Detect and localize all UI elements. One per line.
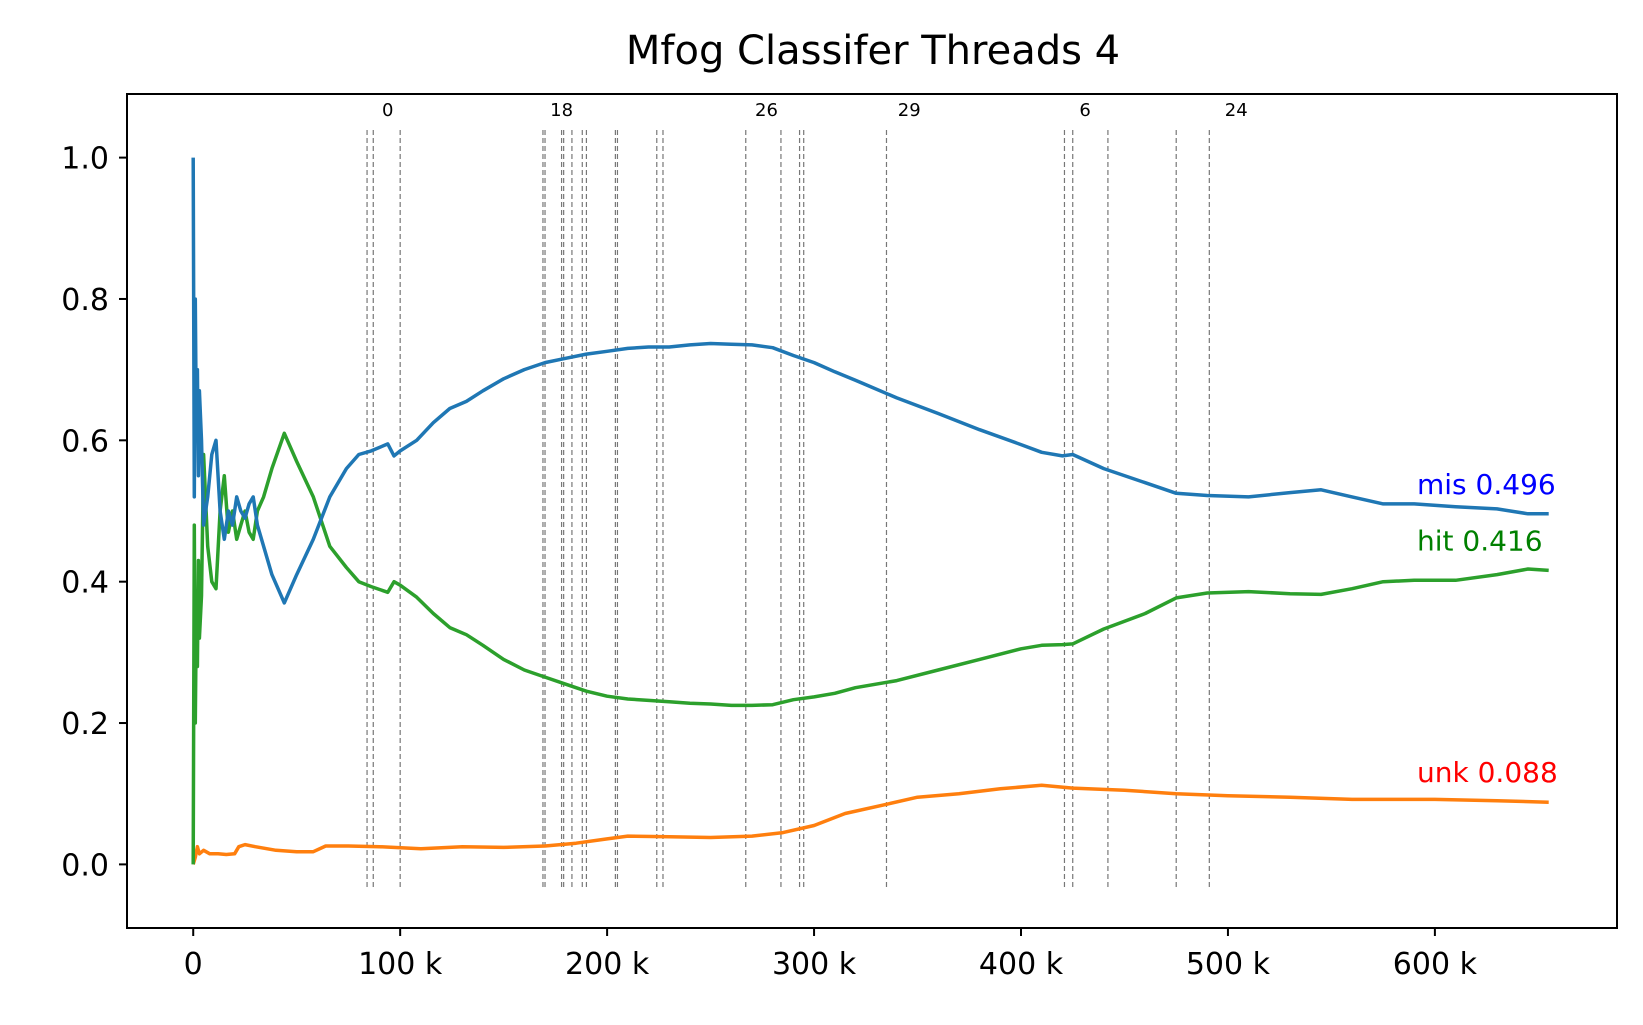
series-line-unk	[191, 783, 1549, 865]
drift-label: 24	[1225, 100, 1248, 121]
chart-title: Mfog Classifer Threads 4	[626, 28, 1120, 74]
y-tick-label: 0.2	[61, 707, 109, 742]
drift-label: 18	[550, 100, 573, 121]
drift-label: 6	[1079, 100, 1090, 121]
series-end-label-mis: mis 0.496	[1417, 468, 1556, 501]
series-lines	[191, 157, 1549, 865]
x-tick-label: 200 k	[565, 947, 650, 982]
series-end-labels: mis 0.496 hit 0.416 unk 0.088	[1417, 468, 1558, 789]
y-tick-label: 0.6	[61, 424, 109, 459]
x-tick-label: 600 k	[1393, 947, 1478, 982]
series-end-label-hit: hit 0.416	[1417, 524, 1543, 557]
series-end-label-unk: unk 0.088	[1417, 756, 1558, 789]
y-tick-label: 1.0	[61, 142, 109, 177]
y-tick-label: 0.0	[61, 848, 109, 883]
drift-lines: 0 18 26 29 6 24	[366, 100, 1248, 890]
y-axis-ticks: 0.0 0.2 0.4 0.6 0.8 1.0	[61, 142, 127, 883]
x-tick-label: 500 k	[1186, 947, 1271, 982]
x-axis-ticks: 0 100 k 200 k 300 k 400 k 500 k 600 k	[184, 928, 1478, 982]
series-line-hit	[191, 431, 1549, 865]
y-tick-label: 0.8	[61, 283, 109, 318]
y-tick-label: 0.4	[61, 566, 109, 601]
drift-label: 0	[382, 100, 393, 121]
x-tick-label: 0	[184, 947, 203, 982]
drift-label: 26	[755, 100, 778, 121]
series-line-mis	[191, 157, 1549, 605]
drift-label: 29	[898, 100, 921, 121]
x-tick-label: 400 k	[979, 947, 1064, 982]
x-tick-label: 300 k	[772, 947, 857, 982]
plot-frame	[126, 93, 1618, 929]
x-tick-label: 100 k	[358, 947, 443, 982]
